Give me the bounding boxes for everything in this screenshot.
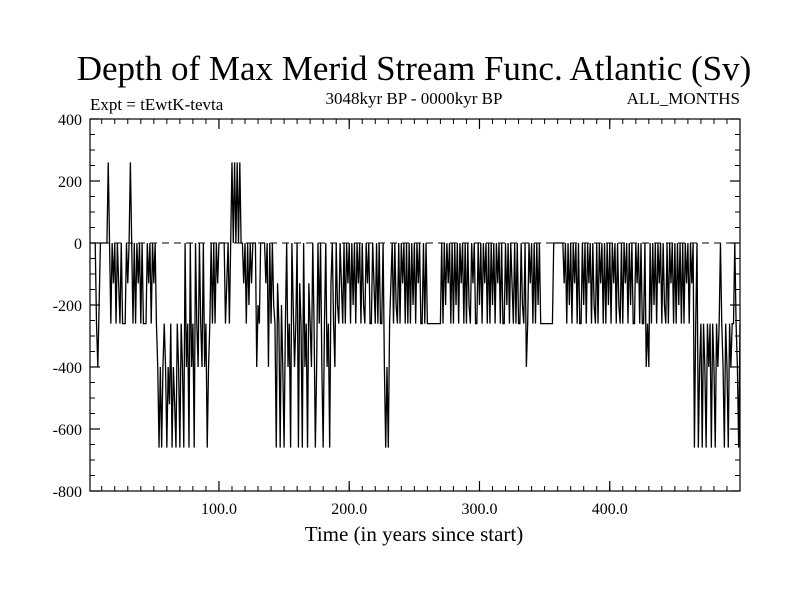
y-tick-label: 200 [58, 174, 82, 191]
y-tick-label: 0 [74, 236, 82, 253]
x-tick-label: 100.0 [201, 501, 237, 518]
y-tick-label: 400 [58, 112, 82, 129]
y-tick-label: -200 [53, 298, 82, 315]
series-line-1 [90, 162, 741, 448]
plot-area: 400 200 0 -200 -400 -600 -800 100.0 200.0 300.0 40… [53, 112, 741, 518]
y-tick-label: -600 [53, 422, 82, 439]
time-range-subtitle: 3048kyr BP - 0000kyr BP [326, 89, 503, 108]
y-tick-label: -400 [53, 360, 82, 377]
experiment-label: Expt = tEwtK-tevta [90, 95, 224, 114]
x-tick-label: 300.0 [461, 501, 497, 518]
chart-title: Depth of Max Merid Stream Func. Atlantic… [77, 49, 752, 88]
x-tick-label: 400.0 [592, 501, 628, 518]
x-tick-label: 200.0 [331, 501, 367, 518]
y-tick-label: -800 [53, 484, 82, 501]
months-label: ALL_MONTHS [627, 89, 740, 108]
x-axis-label: Time (in years since start) [305, 522, 524, 546]
